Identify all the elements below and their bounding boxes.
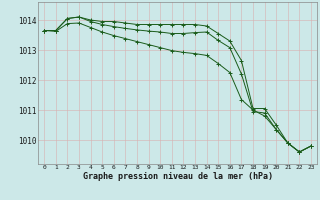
X-axis label: Graphe pression niveau de la mer (hPa): Graphe pression niveau de la mer (hPa) [83, 172, 273, 181]
